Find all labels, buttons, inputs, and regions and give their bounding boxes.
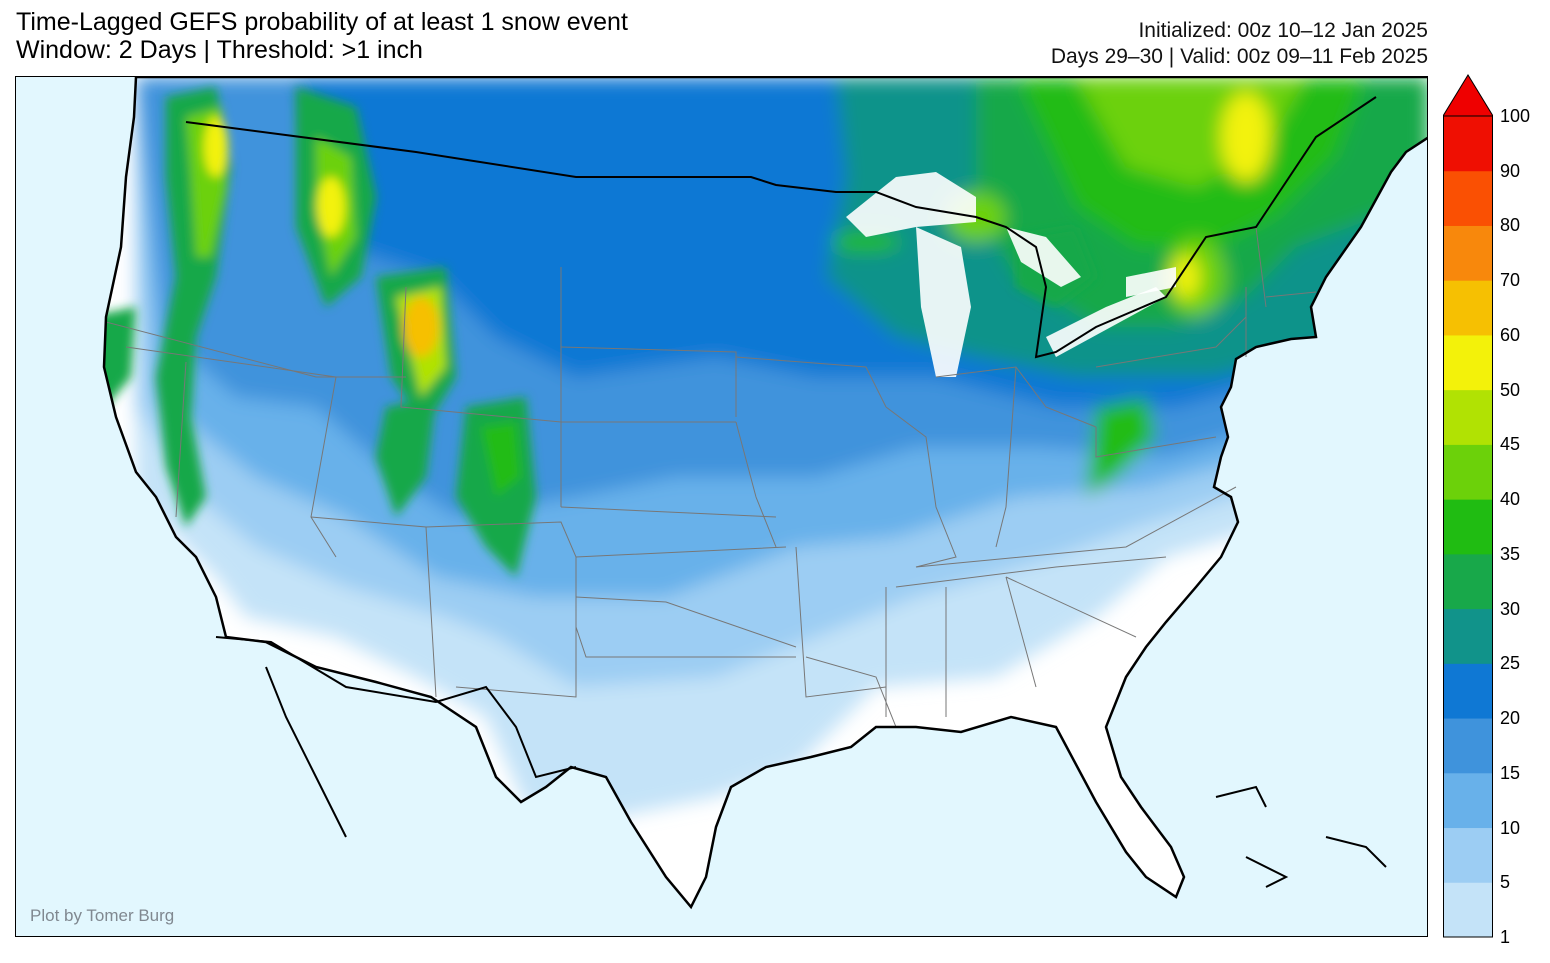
colorbar-tick-label: 70 (1500, 270, 1521, 291)
colorbar-segment (1443, 334, 1493, 391)
islands-and-peninsulas (265, 666, 1387, 888)
colorbar-extend-arrow (1443, 74, 1493, 117)
colorbar-segment (1443, 280, 1493, 336)
colorbar-labels: 1 5 10 15 20 25 30 35 40 45 50 60 70 80 90 100 (1500, 0, 1550, 963)
colorbar-segment (1443, 772, 1493, 829)
colorbar-frame (1443, 115, 1493, 938)
title-line-1: Time-Lagged GEFS probability of at least… (16, 8, 628, 36)
colorbar-segment (1443, 553, 1493, 610)
colorbar-tick-label: 40 (1500, 489, 1521, 510)
western-mountain-maxima (104, 87, 1096, 577)
colorbar-segment (1443, 499, 1493, 555)
colorbar-segment (1443, 663, 1493, 719)
colorbar-tick-label: 80 (1500, 215, 1521, 236)
colorbar-tick-label: 5 (1500, 872, 1511, 893)
colorbar-segment (1443, 827, 1493, 883)
colorbar-segment (1443, 718, 1493, 774)
colorbar-tick-label: 1 (1500, 927, 1511, 947)
colorbar-tick-label: 45 (1500, 434, 1521, 455)
colorbar-tick-label: 15 (1500, 762, 1521, 783)
probability-shading (104, 77, 1427, 817)
probability-map: Plot by Tomer Burg (15, 76, 1428, 937)
init-valid-info: Initialized: 00z 10–12 Jan 2025 Days 29–… (1051, 18, 1428, 70)
colorbar-segment (1443, 225, 1493, 281)
colorbar-tick-label: 30 (1500, 598, 1521, 619)
colorbar (1443, 74, 1493, 938)
map-canvas (16, 77, 1427, 936)
initialized-text: Initialized: 00z 10–12 Jan 2025 (1138, 19, 1428, 42)
colorbar-tick-label: 50 (1500, 379, 1521, 400)
credit-text: Plot by Tomer Burg (30, 906, 175, 925)
colorbar-segment (1443, 608, 1493, 664)
colorbar-segment (1443, 170, 1493, 226)
title-line-2: Window: 2 Days | Threshold: >1 inch (16, 36, 423, 64)
colorbar-segment (1443, 389, 1493, 445)
colorbar-segment (1443, 116, 1493, 172)
colorbar-tick-label: 25 (1500, 653, 1521, 674)
chart-title: Time-Lagged GEFS probability of at least… (16, 8, 628, 64)
colorbar-tick-label: 35 (1500, 543, 1521, 564)
colorbar-segment (1443, 444, 1493, 500)
colorbar-segment (1443, 882, 1493, 938)
colorbar-tick-label: 90 (1500, 160, 1521, 181)
valid-text: Days 29–30 | Valid: 00z 09–11 Feb 2025 (1050, 45, 1428, 68)
colorbar-tick-label: 60 (1500, 324, 1521, 345)
colorbar-tick-label: 100 (1500, 106, 1531, 126)
colorbar-tick-label: 20 (1500, 708, 1521, 729)
colorbar-tick-label: 10 (1500, 817, 1521, 838)
